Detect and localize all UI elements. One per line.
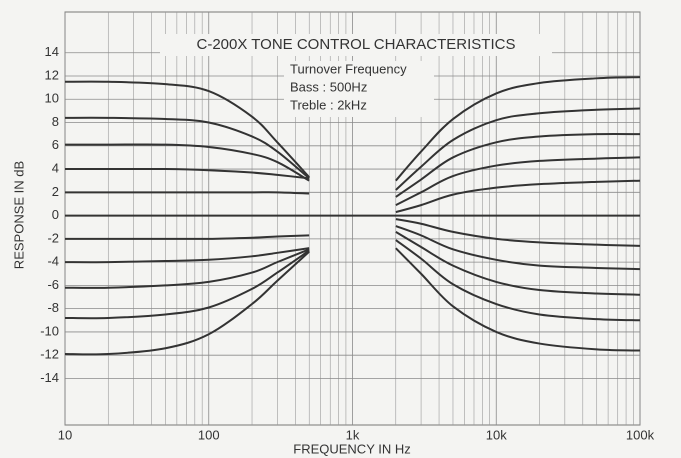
x-tick-label: 100 <box>198 427 220 442</box>
y-tick-label: 4 <box>52 160 59 175</box>
y-tick-label: -6 <box>47 277 59 292</box>
annotation: Bass : 500Hz <box>290 79 367 94</box>
annotation-background <box>284 61 434 117</box>
y-axis-label: RESPONSE IN dB <box>11 161 26 269</box>
x-tick-label: 100k <box>626 427 655 442</box>
response-curve <box>64 116 310 180</box>
response-curve <box>395 156 641 207</box>
y-tick-label: -4 <box>47 254 59 269</box>
response-curve <box>65 143 310 182</box>
y-tick-label: 14 <box>45 44 59 59</box>
y-tick-label: -14 <box>40 370 59 385</box>
title-background <box>160 34 552 56</box>
y-tick-label: -12 <box>40 347 59 362</box>
y-tick-label: 10 <box>45 91 59 106</box>
y-tick-label: 2 <box>52 184 59 199</box>
x-axis-label: FREQUENCY IN Hz <box>293 441 411 456</box>
response-curve <box>395 76 641 182</box>
response-curve <box>395 218 641 247</box>
response-curve <box>64 247 310 264</box>
response-curve <box>64 80 310 178</box>
x-tick-label: 1k <box>346 427 360 442</box>
response-curve <box>65 234 310 240</box>
y-tick-label: 8 <box>52 114 59 129</box>
response-curve <box>64 250 310 356</box>
response-curve <box>65 167 310 180</box>
response-curve <box>395 247 641 352</box>
curves <box>64 76 641 356</box>
response-curve <box>395 231 641 296</box>
annotation: Treble : 2kHz <box>290 97 367 112</box>
response-curve <box>64 248 310 289</box>
y-tick-label: 0 <box>52 207 59 222</box>
response-curve <box>395 132 641 198</box>
y-tick-label: 12 <box>45 67 59 82</box>
response-curve <box>395 239 641 322</box>
y-tick-label: -10 <box>40 323 59 338</box>
response-curve <box>395 225 641 271</box>
x-tick-label: 10 <box>58 427 72 442</box>
y-tick-label: -2 <box>47 230 59 245</box>
response-curve <box>64 191 310 195</box>
response-curve <box>395 107 641 191</box>
response-curve <box>64 249 310 320</box>
y-tick-label: -8 <box>47 300 59 315</box>
chart-title: C-200X TONE CONTROL CHARACTERISTICS <box>197 36 516 53</box>
y-tick-label: 6 <box>52 137 59 152</box>
x-tick-label: 10k <box>486 427 507 442</box>
response-curve <box>395 179 641 214</box>
annotation: Turnover Frequency <box>290 61 407 76</box>
